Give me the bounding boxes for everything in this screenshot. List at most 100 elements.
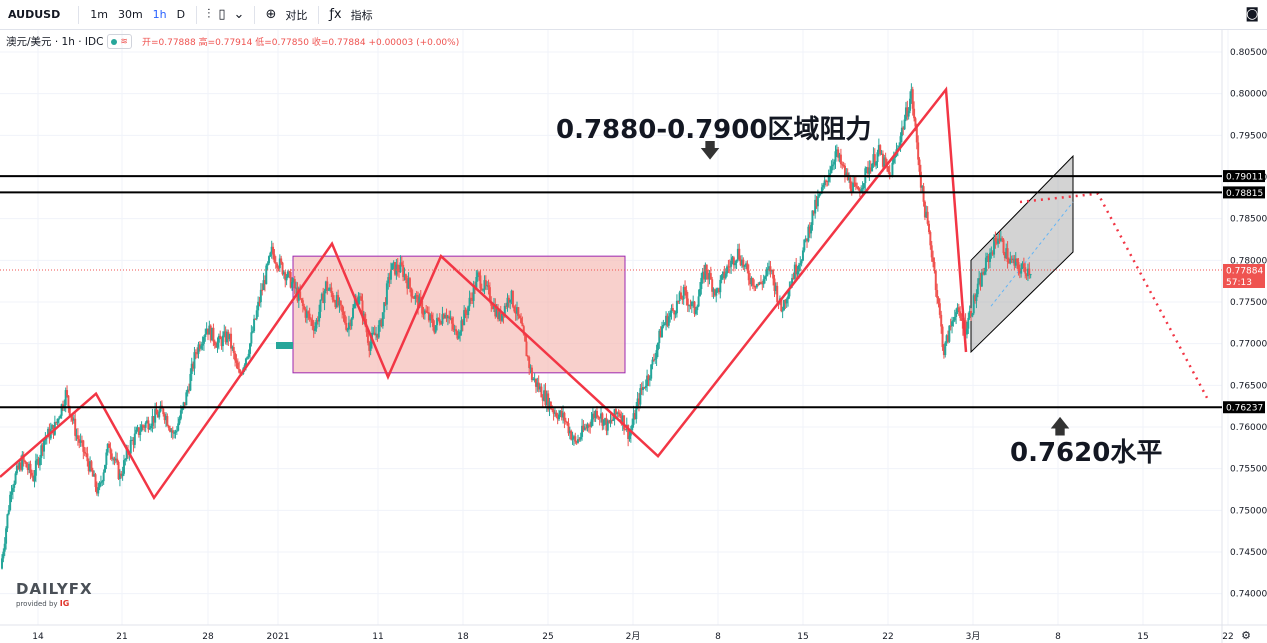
timeframe-30m-button[interactable]: 30m xyxy=(117,8,143,21)
candle-body xyxy=(869,167,872,172)
candle-body xyxy=(253,318,256,332)
candle-body xyxy=(132,439,135,445)
candle-body xyxy=(1009,258,1012,264)
candle-body xyxy=(1007,261,1010,264)
candle-body xyxy=(467,306,470,315)
candle-body xyxy=(204,334,207,338)
chevron-down-icon[interactable]: ⌄ xyxy=(233,7,245,22)
candle-body xyxy=(724,273,727,279)
candle-body xyxy=(440,323,443,325)
candle-body xyxy=(202,337,205,344)
candle-body xyxy=(834,151,837,162)
candle-body xyxy=(167,425,170,429)
compare-button[interactable]: 对比 xyxy=(285,8,308,22)
candle-body xyxy=(14,473,17,484)
timeframe-d-button[interactable]: D xyxy=(176,8,186,21)
candle-body xyxy=(282,272,285,275)
candle-body xyxy=(988,252,991,262)
candle-body xyxy=(595,410,598,417)
candle-body xyxy=(620,416,623,424)
candle-body xyxy=(177,423,180,431)
candle-body xyxy=(685,290,688,299)
bar-style-icon[interactable]: ⫶ xyxy=(207,7,211,22)
candle-body xyxy=(525,341,528,357)
camera-icon[interactable]: ◙ xyxy=(1245,6,1259,22)
candle-body xyxy=(524,334,527,342)
candle-body xyxy=(459,331,462,336)
candle-body xyxy=(373,332,376,336)
candle-body xyxy=(983,271,986,275)
candle-body xyxy=(276,263,279,268)
candle-body xyxy=(505,305,508,307)
candle-body xyxy=(808,226,811,234)
candle-body xyxy=(888,172,891,176)
candle-body xyxy=(976,283,979,295)
candle-body xyxy=(181,406,184,411)
candle-body xyxy=(629,430,632,436)
candle-body xyxy=(955,312,958,317)
indicators-button[interactable]: 指标 xyxy=(350,8,373,22)
candle-body xyxy=(773,278,776,291)
y-tick-label: 0.80500 xyxy=(1230,48,1267,58)
candle-body xyxy=(238,368,241,373)
candle-body xyxy=(310,318,312,320)
symbol-label[interactable]: AUDUSD xyxy=(8,8,61,21)
candle-body xyxy=(591,413,594,420)
candle-body xyxy=(861,188,864,190)
candle-body xyxy=(797,264,800,272)
candle-body xyxy=(800,260,803,264)
candle-body xyxy=(295,287,298,289)
candle-body xyxy=(1018,269,1021,274)
candle-body xyxy=(108,443,111,448)
candle-body xyxy=(173,432,176,434)
candle-body xyxy=(810,225,813,234)
candle-body xyxy=(311,319,314,326)
candle-body xyxy=(189,373,192,391)
candle-body xyxy=(441,314,444,324)
fx-icon[interactable]: ƒx xyxy=(329,7,342,22)
candle-body xyxy=(926,211,929,224)
candle-body xyxy=(293,279,296,289)
candle-body xyxy=(574,436,577,442)
candle-body xyxy=(593,413,596,418)
candle-body xyxy=(608,420,611,423)
timeframe-1h-button[interactable]: 1h xyxy=(152,8,167,21)
candle-body xyxy=(497,308,500,320)
candle-body xyxy=(182,402,185,407)
candle-body xyxy=(837,149,840,158)
candle-body xyxy=(880,153,883,155)
candle-body xyxy=(606,420,609,431)
candle-body xyxy=(1013,258,1016,266)
candle-body xyxy=(269,252,272,257)
candle-body xyxy=(465,313,468,315)
candle-body xyxy=(140,425,143,432)
candle-body xyxy=(544,390,547,406)
candle-body xyxy=(705,264,708,275)
settings-icon[interactable]: ≋ xyxy=(120,36,128,47)
candle-body xyxy=(352,307,355,319)
candle-body xyxy=(819,193,822,195)
candle-body xyxy=(674,313,677,315)
candle-body xyxy=(3,543,6,552)
candle-body xyxy=(423,310,426,314)
candle-style-icon[interactable]: ▯ xyxy=(218,7,226,22)
candle-body xyxy=(170,430,173,432)
candle-body xyxy=(545,393,548,406)
candle-body xyxy=(823,180,826,186)
candle-body xyxy=(726,266,729,274)
candle-body xyxy=(686,298,689,306)
candle-body xyxy=(105,452,108,465)
candle-body xyxy=(350,318,353,327)
candle-body xyxy=(811,210,814,226)
candle-body xyxy=(765,270,768,277)
timeframe-1m-button[interactable]: 1m xyxy=(90,8,108,21)
candle-body xyxy=(697,296,700,307)
toolbar-divider xyxy=(254,5,256,24)
candle-body xyxy=(444,314,447,319)
current-price-tag-bg xyxy=(1223,263,1265,288)
plus-circle-icon[interactable]: ⊕ xyxy=(265,7,277,22)
candle-body xyxy=(980,272,983,287)
visibility-toggle[interactable]: ≋ xyxy=(107,34,132,49)
candle-body xyxy=(183,402,186,406)
